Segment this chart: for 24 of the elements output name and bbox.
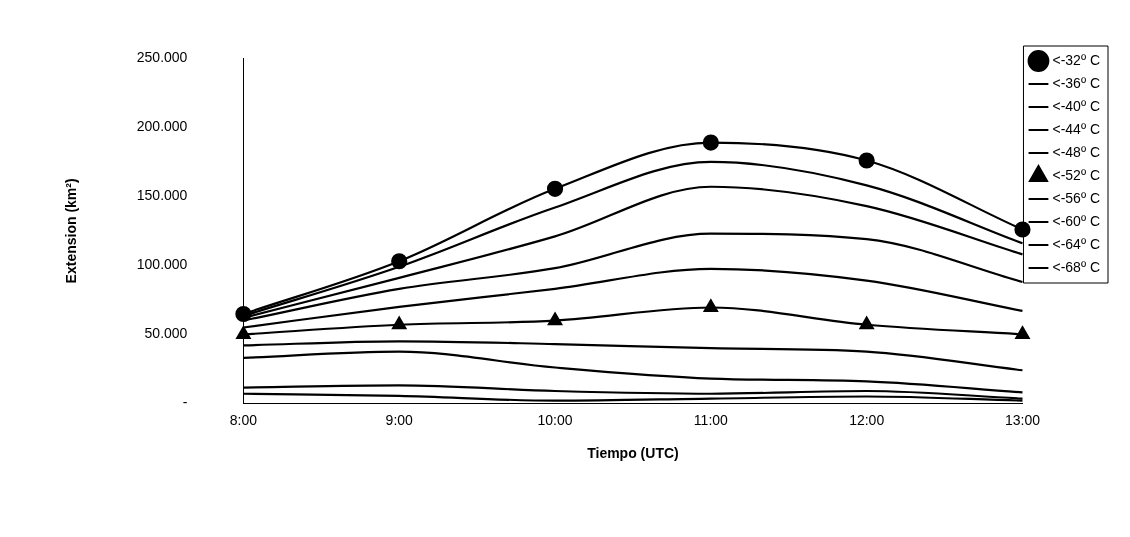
legend-label: <-40º C (1052, 97, 1101, 114)
legend-label: <-52º C (1052, 166, 1101, 183)
legend-label: <-36º C (1052, 74, 1101, 91)
x-tick-label: 12:00 (849, 411, 885, 428)
legend-label: <-48º C (1052, 143, 1101, 160)
y-tick-label: 250.000 (136, 49, 188, 66)
legend-label: <-60º C (1052, 212, 1101, 229)
legend-label: <-32º C (1052, 51, 1101, 68)
y-axis-title: Extension (km²) (63, 178, 80, 284)
x-tick-label: 8:00 (229, 411, 258, 428)
x-axis-title: Tiempo (UTC) (587, 445, 679, 462)
x-tick-label: 13:00 (1004, 411, 1041, 428)
y-tick-label: 200.000 (136, 118, 188, 135)
legend-label: <-64º C (1052, 235, 1101, 252)
y-tick-label: - (182, 394, 188, 411)
x-tick-label: 10:00 (537, 411, 573, 428)
legend-label: <-56º C (1052, 189, 1101, 206)
y-tick-label: 100.000 (136, 256, 188, 273)
x-tick-label: 9:00 (385, 411, 414, 428)
legend-label: <-44º C (1052, 120, 1101, 137)
y-tick-label: 150.000 (136, 187, 188, 204)
x-tick-label: 11:00 (693, 411, 729, 428)
y-tick-label: 50.000 (144, 325, 188, 342)
legend-label: <-68º C (1052, 258, 1101, 275)
